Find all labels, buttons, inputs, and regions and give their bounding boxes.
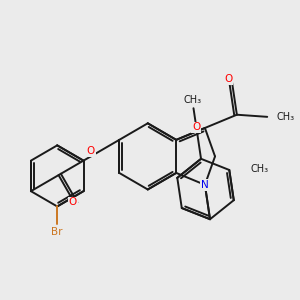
- Text: N: N: [201, 180, 209, 190]
- Text: CH₃: CH₃: [183, 95, 201, 105]
- Text: O: O: [192, 122, 200, 132]
- Text: O: O: [224, 74, 232, 84]
- Text: O: O: [69, 197, 77, 207]
- Text: Br: Br: [52, 227, 63, 237]
- Text: CH₃: CH₃: [276, 112, 294, 122]
- Text: CH₃: CH₃: [250, 164, 268, 174]
- Text: O: O: [87, 146, 95, 156]
